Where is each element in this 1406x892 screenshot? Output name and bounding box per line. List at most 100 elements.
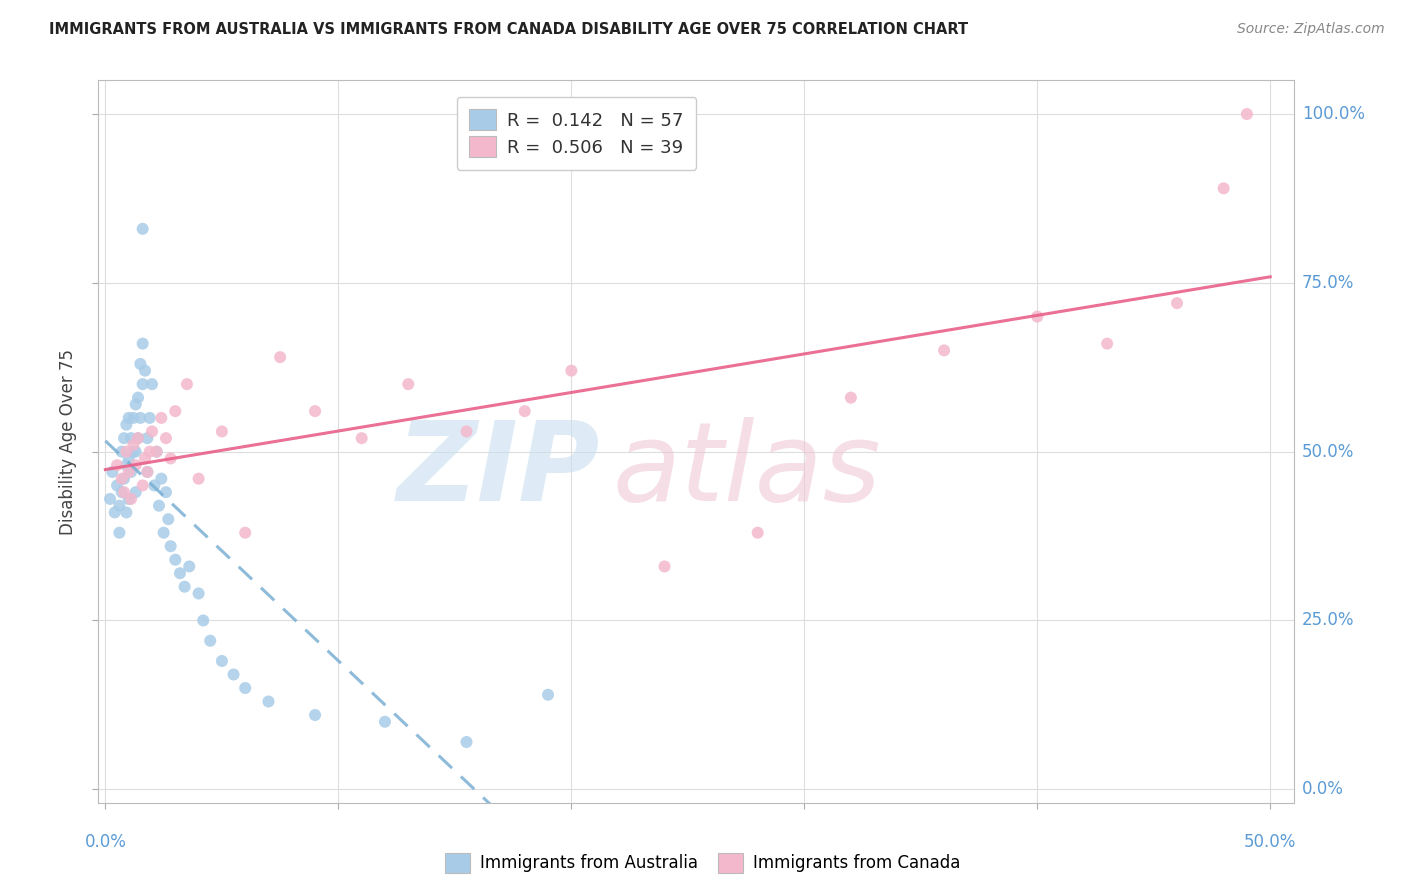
Point [1166, 296, 1188, 310]
Text: 25.0%: 25.0% [1302, 612, 1354, 630]
Point [257, 694, 280, 708]
Point [513, 404, 536, 418]
Point [115, 444, 138, 458]
Point [108, 525, 131, 540]
Point [134, 451, 156, 466]
Point [304, 404, 326, 418]
Point [131, 336, 153, 351]
Point [125, 458, 148, 472]
Point [269, 350, 291, 364]
Point [152, 525, 174, 540]
Point [120, 465, 142, 479]
Point [136, 465, 159, 479]
Point [98, 491, 121, 506]
Text: Source: ZipAtlas.com: Source: ZipAtlas.com [1237, 22, 1385, 37]
Point [141, 377, 163, 392]
Point [179, 559, 201, 574]
Point [155, 485, 177, 500]
Point [141, 425, 163, 439]
Point [131, 478, 153, 492]
Point [145, 444, 167, 458]
Point [150, 472, 173, 486]
Point [396, 377, 419, 392]
Point [165, 404, 187, 418]
Point [122, 444, 145, 458]
Text: IMMIGRANTS FROM AUSTRALIA VS IMMIGRANTS FROM CANADA DISABILITY AGE OVER 75 CORRE: IMMIGRANTS FROM AUSTRALIA VS IMMIGRANTS … [49, 22, 969, 37]
Point [150, 411, 173, 425]
Point [118, 451, 141, 466]
Legend: Immigrants from Australia, Immigrants from Canada: Immigrants from Australia, Immigrants fr… [439, 847, 967, 880]
Point [374, 714, 396, 729]
Point [112, 472, 135, 486]
Point [211, 425, 233, 439]
Point [115, 417, 138, 432]
Point [654, 559, 676, 574]
Point [111, 444, 134, 458]
Point [187, 472, 209, 486]
Point [148, 499, 170, 513]
Point [127, 431, 149, 445]
Point [131, 222, 153, 236]
Point [125, 485, 148, 500]
Point [145, 444, 167, 458]
Text: atlas: atlas [613, 417, 882, 524]
Point [159, 451, 181, 466]
Point [159, 539, 181, 553]
Point [173, 580, 195, 594]
Point [122, 438, 145, 452]
Point [108, 499, 131, 513]
Point [120, 491, 142, 506]
Point [932, 343, 955, 358]
Text: 100.0%: 100.0% [1302, 105, 1365, 123]
Text: 75.0%: 75.0% [1302, 274, 1354, 292]
Point [112, 431, 135, 445]
Point [105, 458, 128, 472]
Point [456, 425, 478, 439]
Text: 50.0%: 50.0% [1244, 833, 1296, 851]
Point [200, 633, 222, 648]
Point [747, 525, 769, 540]
Point [136, 465, 159, 479]
Point [125, 444, 148, 458]
Point [136, 431, 159, 445]
Point [122, 411, 145, 425]
Point [111, 472, 134, 486]
Text: 0.0%: 0.0% [84, 833, 127, 851]
Point [118, 411, 141, 425]
Point [129, 411, 152, 425]
Point [125, 397, 148, 411]
Point [304, 708, 326, 723]
Point [187, 586, 209, 600]
Point [1095, 336, 1118, 351]
Point [1026, 310, 1049, 324]
Legend: R =  0.142   N = 57, R =  0.506   N = 39: R = 0.142 N = 57, R = 0.506 N = 39 [457, 96, 696, 169]
Point [537, 688, 560, 702]
Point [105, 478, 128, 492]
Point [211, 654, 233, 668]
Point [456, 735, 478, 749]
Point [165, 552, 187, 566]
Point [118, 491, 141, 506]
Point [193, 614, 215, 628]
Y-axis label: Disability Age Over 75: Disability Age Over 75 [59, 349, 77, 534]
Text: ZIP: ZIP [396, 417, 600, 524]
Point [1212, 181, 1234, 195]
Point [138, 444, 160, 458]
Point [176, 377, 198, 392]
Point [127, 431, 149, 445]
Point [839, 391, 862, 405]
Point [118, 465, 141, 479]
Point [157, 512, 180, 526]
Point [131, 377, 153, 392]
Point [1236, 107, 1258, 121]
Point [169, 566, 191, 581]
Text: 50.0%: 50.0% [1302, 442, 1354, 460]
Point [129, 357, 152, 371]
Point [155, 431, 177, 445]
Point [350, 431, 373, 445]
Point [115, 458, 138, 472]
Point [143, 478, 166, 492]
Point [560, 364, 582, 378]
Point [101, 465, 124, 479]
Point [233, 525, 256, 540]
